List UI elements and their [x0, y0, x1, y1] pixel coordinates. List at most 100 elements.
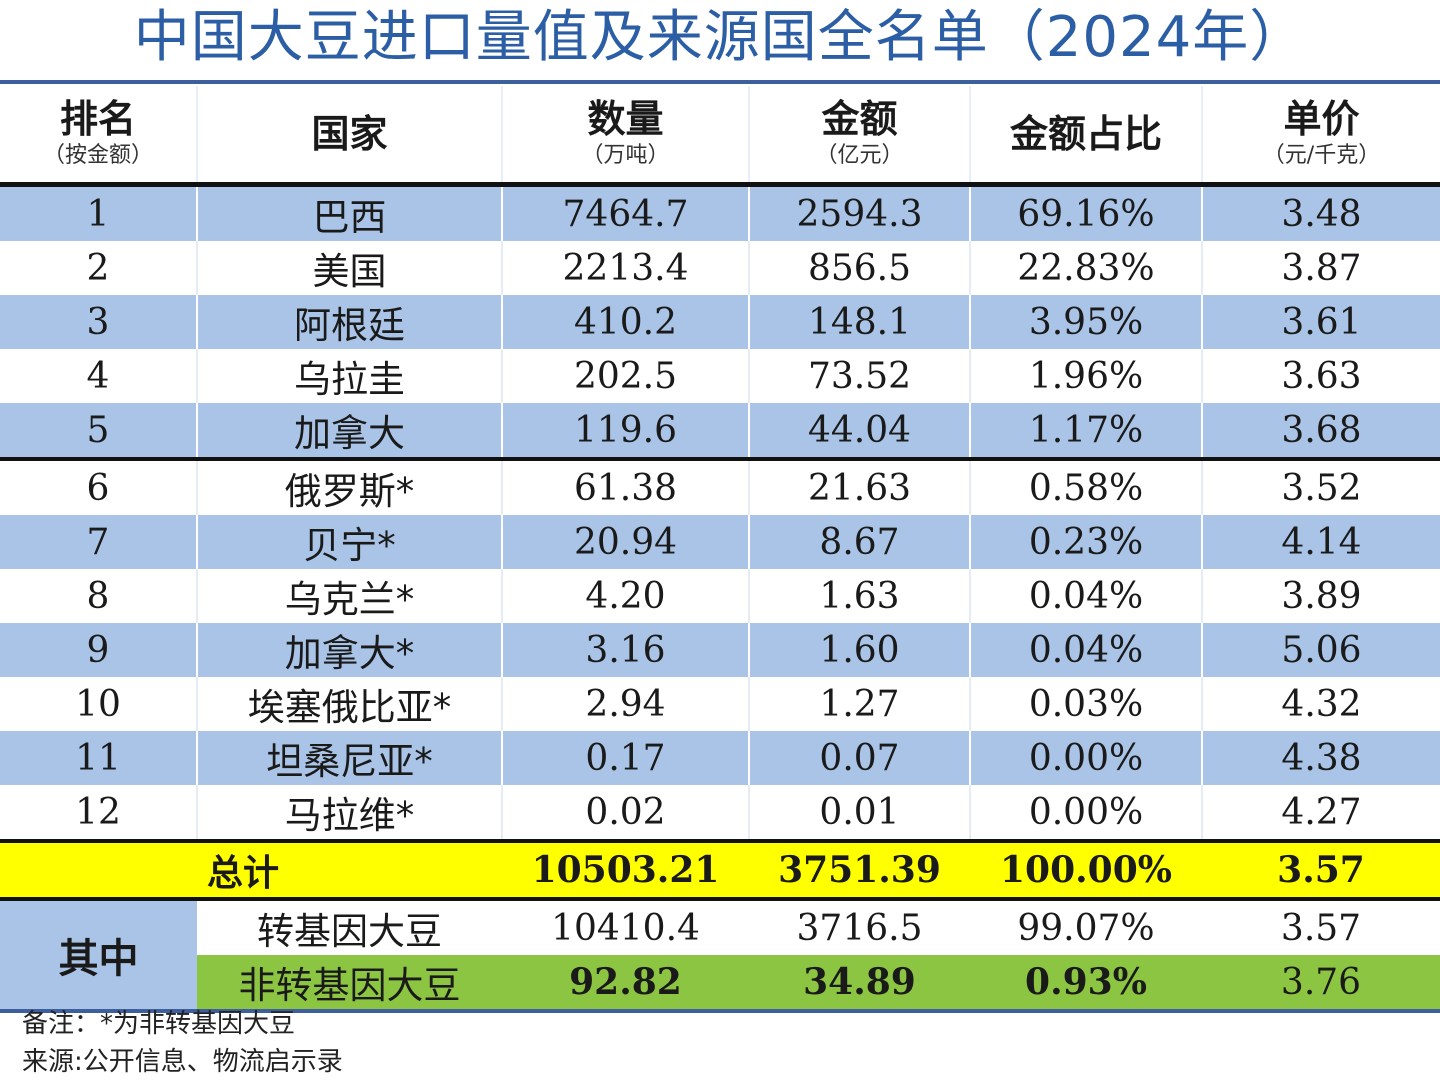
quantity-cell: 3.16 [501, 623, 749, 677]
table-header: 排名 （按金额） 国家 数量 （万吨） 金额 （亿元） 金额占比 单价 （元/千克） [0, 86, 1440, 187]
table-row: 5 加拿大 119.6 44.04 1.17% 3.68 [0, 403, 1440, 459]
amount-cell: 2594.3 [748, 184, 970, 241]
price-cell: 3.63 [1201, 349, 1440, 403]
rank-cell: 10 [0, 677, 197, 731]
quantity-cell: 202.5 [501, 349, 749, 403]
rank-cell: 11 [0, 731, 197, 785]
table-row: 12 马拉维* 0.02 0.01 0.00% 4.27 [0, 785, 1440, 841]
share-cell: 0.03% [969, 677, 1202, 731]
rank-cell: 12 [0, 785, 197, 841]
price-cell: 3.89 [1201, 569, 1440, 623]
price-cell: 4.32 [1201, 677, 1440, 731]
price-cell: 5.06 [1201, 623, 1440, 677]
share-cell: 0.00% [969, 785, 1202, 841]
rank-cell: 6 [0, 457, 197, 515]
share-cell: 0.23% [969, 515, 1202, 569]
country-cell: 乌克兰* [196, 569, 502, 623]
total-amount: 3751.39 [749, 839, 970, 901]
table-row: 10 埃塞俄比亚* 2.94 1.27 0.03% 4.32 [0, 677, 1440, 731]
amount-cell: 21.63 [748, 457, 970, 515]
rank-cell: 3 [0, 295, 197, 349]
rank-cell: 7 [0, 515, 197, 569]
table-body: 1 巴西 7464.7 2594.3 69.16% 3.48 2 美国 2213.4 856.5 2… [0, 184, 1440, 841]
table-row: 1 巴西 7464.7 2594.3 69.16% 3.48 [0, 184, 1440, 241]
total-row: 总计 10503.21 3751.39 100.00% 3.57 [0, 839, 1440, 901]
rank-cell: 5 [0, 403, 197, 459]
share-cell: 1.17% [969, 403, 1202, 459]
header-quantity: 数量 （万吨） [501, 86, 749, 187]
table-row: 11 坦桑尼亚* 0.17 0.07 0.00% 4.38 [0, 731, 1440, 785]
country-cell: 美国 [196, 241, 502, 295]
non-gm-price: 3.76 [1202, 955, 1440, 1013]
total-quantity: 10503.21 [502, 839, 749, 901]
total-price: 3.57 [1202, 839, 1440, 901]
quantity-cell: 0.02 [501, 785, 749, 841]
table-row: 4 乌拉圭 202.5 73.52 1.96% 3.63 [0, 349, 1440, 403]
quantity-cell: 61.38 [501, 457, 749, 515]
country-cell: 坦桑尼亚* [196, 731, 502, 785]
gm-quantity: 10410.4 [502, 899, 749, 955]
price-cell: 4.27 [1201, 785, 1440, 841]
non-gm-row: 非转基因大豆 92.82 34.89 0.93% 3.76 [0, 955, 1440, 1013]
rank-cell: 2 [0, 241, 197, 295]
price-cell: 3.61 [1201, 295, 1440, 349]
country-cell: 乌拉圭 [196, 349, 502, 403]
rank-cell: 8 [0, 569, 197, 623]
share-cell: 0.00% [969, 731, 1202, 785]
header-rank: 排名 （按金额） [0, 86, 197, 187]
total-share: 100.00% [970, 839, 1202, 901]
table-row: 6 俄罗斯* 61.38 21.63 0.58% 3.52 [0, 457, 1440, 515]
country-cell: 巴西 [196, 184, 502, 241]
share-cell: 3.95% [969, 295, 1202, 349]
country-cell: 贝宁* [196, 515, 502, 569]
quantity-cell: 0.17 [501, 731, 749, 785]
amount-cell: 148.1 [748, 295, 970, 349]
share-cell: 0.58% [969, 457, 1202, 515]
footnotes: 备注：*为非转基因大豆 来源:公开信息、物流启示录 [22, 1005, 343, 1081]
quantity-cell: 4.20 [501, 569, 749, 623]
breakdown-label: 其中 [0, 899, 197, 1013]
gm-label: 转基因大豆 [197, 899, 502, 955]
table-row: 9 加拿大* 3.16 1.60 0.04% 5.06 [0, 623, 1440, 677]
remark-note: 备注：*为非转基因大豆 [22, 1009, 296, 1039]
quantity-cell: 7464.7 [501, 184, 749, 241]
gm-share: 99.07% [970, 899, 1202, 955]
total-label: 总计 [197, 839, 502, 901]
table-row: 8 乌克兰* 4.20 1.63 0.04% 3.89 [0, 569, 1440, 623]
country-cell: 加拿大 [196, 403, 502, 459]
header-share: 金额占比 [969, 86, 1202, 187]
non-gm-quantity: 92.82 [502, 955, 749, 1013]
table-row: 2 美国 2213.4 856.5 22.83% 3.87 [0, 241, 1440, 295]
rank-cell: 9 [0, 623, 197, 677]
table-row: 7 贝宁* 20.94 8.67 0.23% 4.14 [0, 515, 1440, 569]
country-cell: 马拉维* [196, 785, 502, 841]
non-gm-amount: 34.89 [749, 955, 970, 1013]
country-cell: 加拿大* [196, 623, 502, 677]
share-cell: 0.04% [969, 623, 1202, 677]
quantity-cell: 2.94 [501, 677, 749, 731]
total-spacer [0, 839, 197, 901]
rank-cell: 1 [0, 184, 197, 241]
price-cell: 3.48 [1201, 184, 1440, 241]
share-cell: 69.16% [969, 184, 1202, 241]
country-cell: 俄罗斯* [196, 457, 502, 515]
quantity-cell: 20.94 [501, 515, 749, 569]
non-gm-label: 非转基因大豆 [197, 955, 502, 1013]
gm-price: 3.57 [1202, 899, 1440, 955]
header-amount: 金额 （亿元） [748, 86, 970, 187]
quantity-cell: 410.2 [501, 295, 749, 349]
amount-cell: 856.5 [748, 241, 970, 295]
share-cell: 0.04% [969, 569, 1202, 623]
soybean-import-table: 排名 （按金额） 国家 数量 （万吨） 金额 （亿元） 金额占比 单价 （元/千克） 1… [0, 86, 1440, 1013]
title-divider [0, 80, 1440, 84]
amount-cell: 44.04 [748, 403, 970, 459]
price-cell: 4.14 [1201, 515, 1440, 569]
share-cell: 22.83% [969, 241, 1202, 295]
country-cell: 阿根廷 [196, 295, 502, 349]
quantity-cell: 119.6 [501, 403, 749, 459]
amount-cell: 0.01 [748, 785, 970, 841]
table-row: 3 阿根廷 410.2 148.1 3.95% 3.61 [0, 295, 1440, 349]
gm-amount: 3716.5 [749, 899, 970, 955]
price-cell: 3.68 [1201, 403, 1440, 459]
amount-cell: 8.67 [748, 515, 970, 569]
